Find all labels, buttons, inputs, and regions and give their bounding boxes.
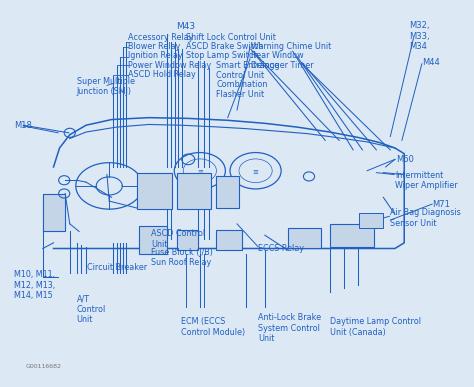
- Text: M32,
M33,
M34: M32, M33, M34: [409, 21, 429, 51]
- Text: ASCD Brake Switch: ASCD Brake Switch: [186, 42, 263, 51]
- Bar: [288, 228, 320, 248]
- Bar: [359, 213, 383, 228]
- Bar: [216, 229, 242, 250]
- Bar: [177, 229, 198, 250]
- Bar: [43, 194, 65, 231]
- Text: Sun Roof Relay: Sun Roof Relay: [151, 258, 211, 267]
- Text: ≡: ≡: [253, 170, 258, 176]
- Text: Smart Entrance
Control Unit: Smart Entrance Control Unit: [216, 60, 279, 80]
- Text: M71: M71: [432, 200, 450, 209]
- Text: G00116682: G00116682: [26, 363, 62, 368]
- Text: Daytime Lamp Control
Unit (Canada): Daytime Lamp Control Unit (Canada): [330, 317, 421, 337]
- Text: Shift Lock Control Unit: Shift Lock Control Unit: [186, 33, 276, 42]
- Text: M18: M18: [14, 121, 32, 130]
- Text: Circuit Breaker: Circuit Breaker: [87, 263, 147, 272]
- Text: Rear Window
Delogger Timer: Rear Window Delogger Timer: [251, 51, 314, 70]
- Text: Accessory Relay: Accessory Relay: [128, 33, 193, 42]
- Text: M60: M60: [396, 155, 414, 164]
- Text: M43: M43: [176, 22, 195, 31]
- Text: M44: M44: [422, 58, 439, 67]
- Bar: [216, 176, 239, 208]
- Text: ASCD Control
Unit: ASCD Control Unit: [151, 229, 205, 249]
- Text: ECCS Relay: ECCS Relay: [258, 244, 304, 253]
- Text: ASCD Hold Relay: ASCD Hold Relay: [128, 70, 196, 79]
- Bar: [177, 173, 211, 209]
- Bar: [139, 226, 167, 254]
- Bar: [137, 173, 172, 209]
- Text: Fuse Block (J/B): Fuse Block (J/B): [151, 248, 213, 257]
- Text: ECM (ECCS
Control Module): ECM (ECCS Control Module): [181, 317, 246, 337]
- Text: Power Window Relay: Power Window Relay: [128, 61, 211, 70]
- Text: Combination
Flasher Unit: Combination Flasher Unit: [216, 79, 267, 99]
- Text: Stop Lamp Switch: Stop Lamp Switch: [186, 51, 258, 60]
- Text: Air Bag Diagnosis
Sensor Unit: Air Bag Diagnosis Sensor Unit: [390, 209, 461, 228]
- Text: Intermittent
Wiper Amplifier: Intermittent Wiper Amplifier: [395, 171, 457, 190]
- Bar: [330, 224, 374, 247]
- Text: Super Multiple
Junction (SMJ): Super Multiple Junction (SMJ): [77, 77, 135, 96]
- Text: ≡: ≡: [197, 170, 203, 176]
- Text: Anti-Lock Brake
System Control
Unit: Anti-Lock Brake System Control Unit: [258, 313, 321, 343]
- Text: Blower Relay: Blower Relay: [128, 42, 180, 51]
- Text: M10, M11,
M12, M13,
M14, M15: M10, M11, M12, M13, M14, M15: [14, 271, 55, 300]
- Text: Ignition Relay: Ignition Relay: [128, 51, 182, 60]
- Text: A/T
Control
Unit: A/T Control Unit: [77, 294, 106, 324]
- Text: Warning Chime Unit: Warning Chime Unit: [251, 42, 331, 51]
